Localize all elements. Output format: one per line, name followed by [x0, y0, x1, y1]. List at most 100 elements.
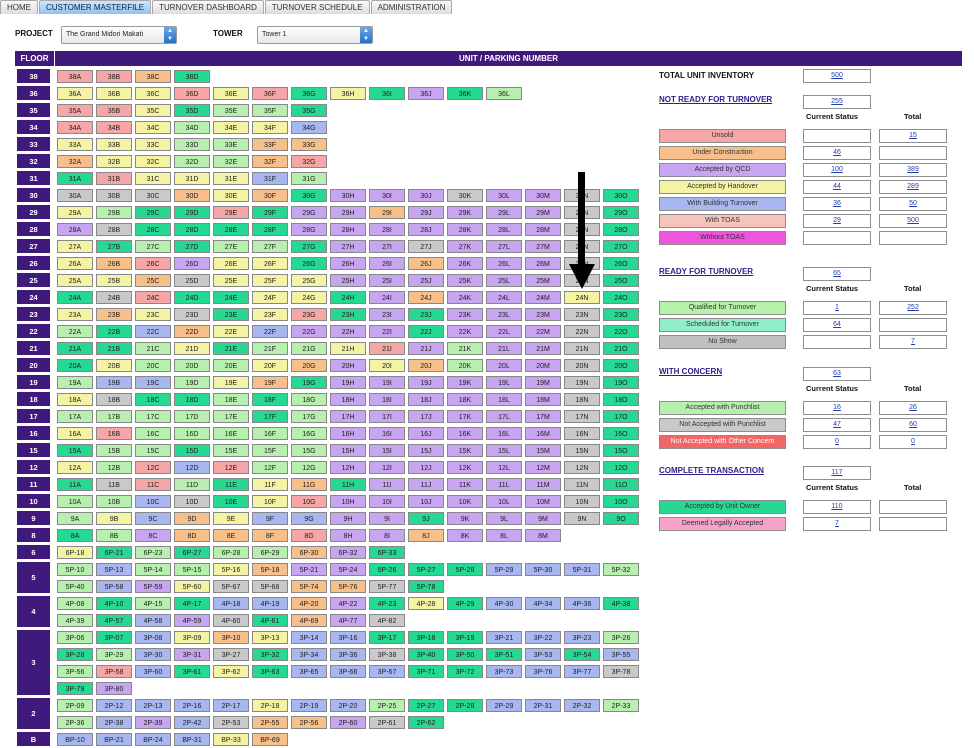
unit-cell[interactable]: 5P-15 [174, 563, 210, 576]
unit-cell[interactable]: 4P-17 [174, 597, 210, 610]
unit-cell[interactable]: 30L [486, 189, 522, 202]
unit-cell[interactable]: 26O [603, 257, 639, 270]
tower-select[interactable]: Tower 1 ▲ ▼ [257, 26, 373, 44]
unit-cell[interactable]: BP-24 [135, 733, 171, 746]
unit-cell[interactable]: 4P-38 [603, 597, 639, 610]
current-status-value-link[interactable]: 16 [833, 404, 841, 411]
unit-cell[interactable]: 6P-27 [174, 546, 210, 559]
complete-transaction-title[interactable]: COMPLETE TRANSACTION [659, 466, 764, 475]
unit-cell[interactable]: 3P-79 [57, 682, 93, 695]
unit-cell[interactable]: 19L [486, 376, 522, 389]
unit-cell[interactable]: 5P-27 [408, 563, 444, 576]
unit-cell[interactable]: 23D [174, 308, 210, 321]
unit-cell[interactable]: 29J [408, 206, 444, 219]
unit-cell[interactable]: 3P-06 [57, 631, 93, 644]
unit-cell[interactable]: 30K [447, 189, 483, 202]
unit-cell[interactable]: 6P-23 [135, 546, 171, 559]
unit-cell[interactable]: 22I [369, 325, 405, 338]
unit-cell[interactable]: 2P-12 [96, 699, 132, 712]
unit-cell[interactable]: 20B [96, 359, 132, 372]
unit-cell[interactable]: 29M [525, 206, 561, 219]
unit-cell[interactable]: 20A [57, 359, 93, 372]
unit-cell[interactable]: 9H [330, 512, 366, 525]
unit-cell[interactable]: 3P-51 [486, 648, 522, 661]
unit-cell[interactable]: 29E [213, 206, 249, 219]
unit-cell[interactable]: 24M [525, 291, 561, 304]
unit-cell[interactable]: 3P-08 [135, 631, 171, 644]
unit-cell[interactable]: 16K [447, 427, 483, 440]
unit-cell[interactable]: 8F [252, 529, 288, 542]
unit-cell[interactable]: 3P-65 [291, 665, 327, 678]
unit-cell[interactable]: 3P-40 [408, 648, 444, 661]
unit-cell[interactable]: 27C [135, 240, 171, 253]
unit-cell[interactable]: 24E [213, 291, 249, 304]
unit-cell[interactable]: 23H [330, 308, 366, 321]
unit-cell[interactable]: 2P-18 [252, 699, 288, 712]
unit-cell[interactable]: 18O [603, 393, 639, 406]
unit-cell[interactable]: 21E [213, 342, 249, 355]
unit-cell[interactable]: 8L [486, 529, 522, 542]
unit-cell[interactable]: 3P-23 [564, 631, 600, 644]
unit-cell[interactable]: 4P-59 [174, 614, 210, 627]
unit-cell[interactable]: 17J [408, 410, 444, 423]
unit-cell[interactable]: 30E [213, 189, 249, 202]
unit-cell[interactable]: 34D [174, 121, 210, 134]
unit-cell[interactable]: 19A [57, 376, 93, 389]
unit-cell[interactable]: 22J [408, 325, 444, 338]
unit-cell[interactable]: 27I [369, 240, 405, 253]
unit-cell[interactable]: 11L [486, 478, 522, 491]
unit-cell[interactable]: 5P-10 [57, 563, 93, 576]
unit-cell[interactable]: 9I [369, 512, 405, 525]
unit-cell[interactable]: 10D [174, 495, 210, 508]
unit-cell[interactable]: 4P-60 [213, 614, 249, 627]
unit-cell[interactable]: 27K [447, 240, 483, 253]
unit-cell[interactable]: 18A [57, 393, 93, 406]
unit-cell[interactable]: 24J [408, 291, 444, 304]
unit-cell[interactable]: 4P-28 [408, 597, 444, 610]
unit-cell[interactable]: 4P-69 [291, 614, 327, 627]
unit-cell[interactable]: 32B [96, 155, 132, 168]
unit-cell[interactable]: 17K [447, 410, 483, 423]
with-concern-count-link[interactable]: 63 [833, 370, 841, 377]
unit-cell[interactable]: 10L [486, 495, 522, 508]
unit-cell[interactable]: 5P-68 [252, 580, 288, 593]
unit-cell[interactable]: 3P-53 [525, 648, 561, 661]
unit-cell[interactable]: 8J [408, 529, 444, 542]
unit-cell[interactable]: 30M [525, 189, 561, 202]
unit-cell[interactable]: 19I [369, 376, 405, 389]
unit-cell[interactable]: 11B [96, 478, 132, 491]
unit-cell[interactable]: 16E [213, 427, 249, 440]
unit-cell[interactable]: 21F [252, 342, 288, 355]
unit-cell[interactable]: 9J [408, 512, 444, 525]
unit-cell[interactable]: 2P-62 [408, 716, 444, 729]
unit-cell[interactable]: 22M [525, 325, 561, 338]
unit-cell[interactable]: 10A [57, 495, 93, 508]
unit-cell[interactable]: 32E [213, 155, 249, 168]
unit-cell[interactable]: 12A [57, 461, 93, 474]
unit-cell[interactable]: 2P-38 [96, 716, 132, 729]
total-value-link[interactable]: 50 [909, 200, 917, 207]
unit-cell[interactable]: 23L [486, 308, 522, 321]
unit-cell[interactable]: 20K [447, 359, 483, 372]
unit-cell[interactable]: 3P-78 [603, 665, 639, 678]
current-status-value-link[interactable]: 64 [833, 321, 841, 328]
unit-cell[interactable]: 3P-29 [96, 648, 132, 661]
unit-cell[interactable]: 36J [408, 87, 444, 100]
unit-cell[interactable]: 17L [486, 410, 522, 423]
unit-cell[interactable]: 4P-10 [96, 597, 132, 610]
unit-cell[interactable]: 15G [291, 444, 327, 457]
unit-cell[interactable]: 35A [57, 104, 93, 117]
unit-cell[interactable]: 27G [291, 240, 327, 253]
unit-cell[interactable]: 25E [213, 274, 249, 287]
unit-cell[interactable]: 21C [135, 342, 171, 355]
unit-cell[interactable]: 16G [291, 427, 327, 440]
unit-cell[interactable]: 3P-10 [213, 631, 249, 644]
unit-cell[interactable]: 25H [330, 274, 366, 287]
unit-cell[interactable]: 29G [291, 206, 327, 219]
unit-cell[interactable]: 29H [330, 206, 366, 219]
unit-cell[interactable]: 30I [369, 189, 405, 202]
unit-cell[interactable]: 21O [603, 342, 639, 355]
unit-cell[interactable]: 28E [213, 223, 249, 236]
current-status-value-link[interactable]: 44 [833, 183, 841, 190]
unit-cell[interactable]: 21A [57, 342, 93, 355]
